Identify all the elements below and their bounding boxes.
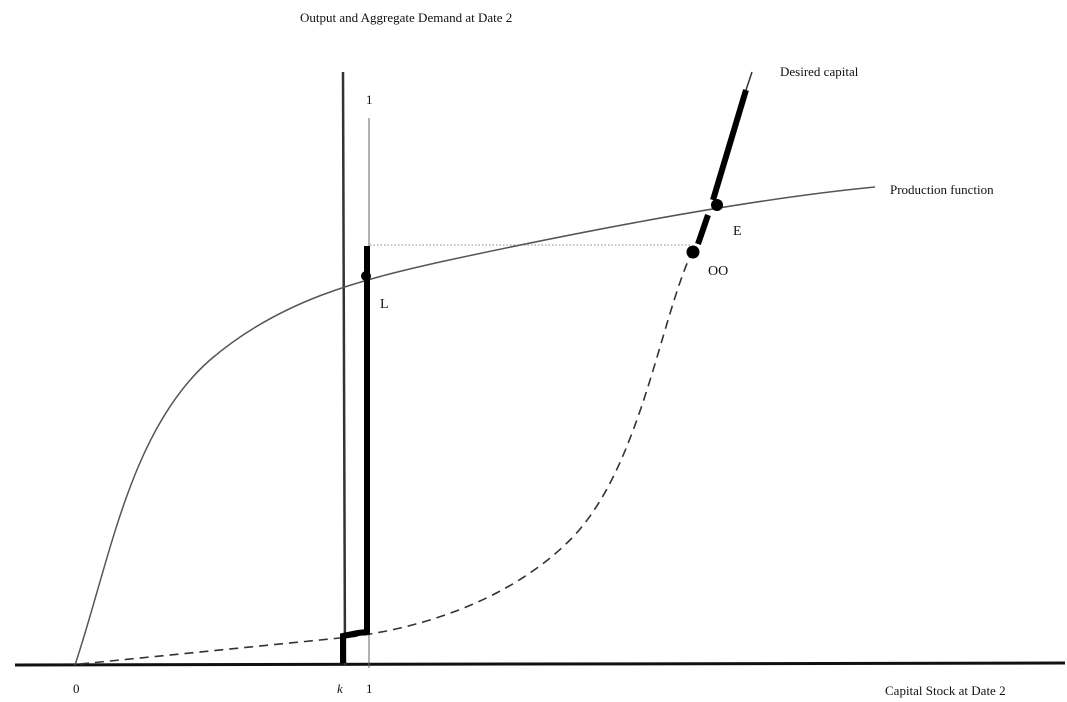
point-E-label: E xyxy=(733,224,742,239)
desired-capital-segment-lower xyxy=(695,214,711,245)
production-function-label: Production function xyxy=(890,182,994,197)
point-OO-label: OO xyxy=(708,264,728,279)
x-tick-one: 1 xyxy=(366,681,373,696)
point-L xyxy=(361,271,371,281)
production-function-curve xyxy=(74,186,876,666)
desired-capital-thin-tip xyxy=(745,71,753,91)
top-axis-label: Output and Aggregate Demand at Date 2 xyxy=(300,10,512,25)
point-E xyxy=(711,199,723,211)
x-tick-origin: 0 xyxy=(73,681,80,696)
thick-demand-segment xyxy=(340,246,370,663)
horizontal-axis xyxy=(14,661,1066,667)
x-tick-k: k xyxy=(337,681,343,696)
desired-capital-label: Desired capital xyxy=(780,64,859,79)
desired-capital-segment-upper xyxy=(710,89,749,201)
vertical-line-k xyxy=(341,71,347,666)
bottom-axis-label: Capital Stock at Date 2 xyxy=(885,683,1006,698)
point-OO xyxy=(686,245,700,259)
dashed-demand-curve xyxy=(79,251,693,665)
point-L-label: L xyxy=(380,297,389,312)
vertical-line-one-label: 1 xyxy=(366,92,373,107)
